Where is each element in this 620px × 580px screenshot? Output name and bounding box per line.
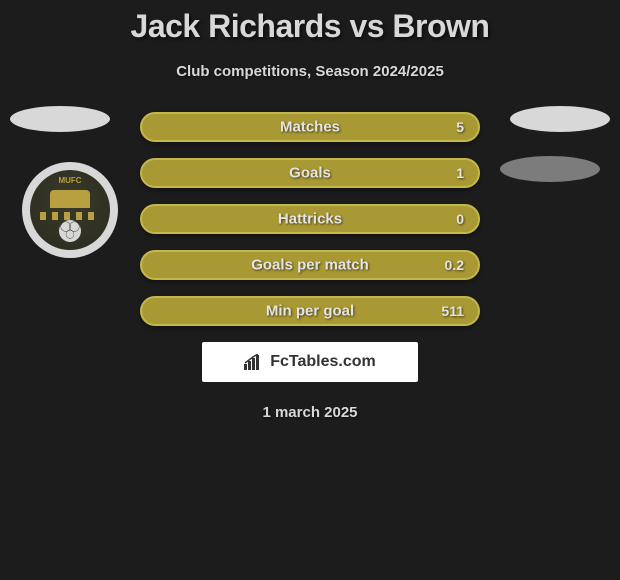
stat-value: 1 [456, 165, 464, 181]
club-badge-text: MUFC [58, 176, 81, 185]
branding-badge: FcTables.com [202, 342, 418, 382]
club-badge: MUFC [22, 162, 118, 258]
stat-value: 0 [456, 211, 464, 227]
subtitle: Club competitions, Season 2024/2025 [0, 63, 620, 80]
right-placeholder-oval-1 [510, 106, 610, 132]
stat-label: Goals per match [251, 257, 369, 274]
right-placeholder-oval-2 [500, 156, 600, 182]
stat-pill: Min per goal 511 [140, 296, 480, 326]
stat-label: Min per goal [266, 303, 354, 320]
chart-icon [244, 354, 264, 370]
badge-wave-icon [40, 212, 100, 220]
stat-pills-container: Matches 5 Goals 1 Hattricks 0 Goals per match 0… [140, 112, 480, 326]
stat-label: Matches [280, 119, 340, 136]
branding-text: FcTables.com [270, 353, 376, 371]
stat-pill: Matches 5 [140, 112, 480, 142]
badge-ball-icon [59, 220, 81, 242]
content-area: MUFC Matches 5 Goals 1 Hattricks 0 Goals per m… [0, 112, 620, 326]
stat-pill: Hattricks 0 [140, 204, 480, 234]
date-text: 1 march 2025 [0, 404, 620, 421]
stat-label: Hattricks [278, 211, 342, 228]
club-badge-inner: MUFC [30, 170, 110, 250]
stat-value: 0.2 [445, 257, 464, 273]
badge-lion-icon [50, 190, 90, 208]
stat-label: Goals [289, 165, 331, 182]
stat-pill: Goals per match 0.2 [140, 250, 480, 280]
stat-value: 511 [441, 303, 464, 319]
left-placeholder-oval [10, 106, 110, 132]
stat-pill: Goals 1 [140, 158, 480, 188]
comparison-title: Jack Richards vs Brown [0, 0, 620, 45]
stat-value: 5 [456, 119, 464, 135]
